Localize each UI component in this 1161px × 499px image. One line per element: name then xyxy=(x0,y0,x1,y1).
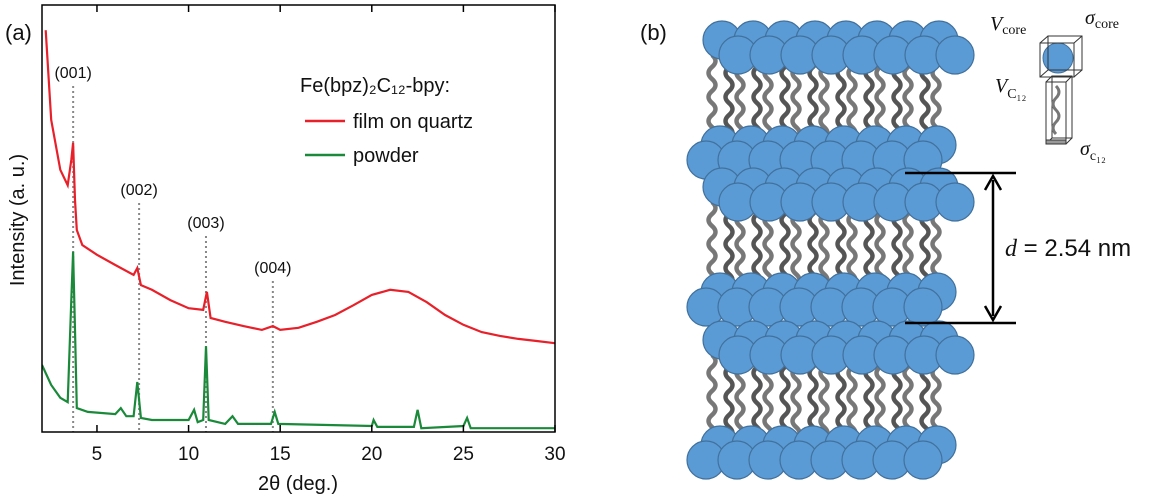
x-tick-label: 30 xyxy=(544,444,565,465)
core-disc xyxy=(903,287,943,327)
spacing-symbol: d xyxy=(1005,236,1018,262)
peak-label: (001) xyxy=(54,65,91,82)
peak-label: (002) xyxy=(120,182,157,199)
core-disc xyxy=(935,35,975,75)
x-tick-label: 15 xyxy=(270,444,291,465)
peak-label: (004) xyxy=(254,260,291,277)
symbol: σ xyxy=(1080,138,1091,160)
unit-cell-icon xyxy=(1039,35,1083,145)
spacing-bracket xyxy=(905,171,1016,325)
panel-label: (a) xyxy=(5,20,32,45)
svg-text:Vcore: Vcore xyxy=(990,13,1026,38)
plot-area xyxy=(42,30,555,432)
symbol: V xyxy=(995,75,1010,97)
svg-text:VC₁₂: VC₁₂ xyxy=(995,75,1026,102)
panel-label: (b) xyxy=(640,20,667,45)
svg-text:σcore: σcore xyxy=(1085,7,1119,32)
core-disc xyxy=(935,182,975,222)
legend-label: powder xyxy=(353,145,419,167)
svg-text:σc₁₂: σc₁₂ xyxy=(1080,138,1106,164)
legend-title: Fe(bpz)₂C₁₂-bpy: xyxy=(300,75,450,97)
symbol: σ xyxy=(1085,7,1096,29)
subscript: core xyxy=(1095,17,1119,32)
data-line xyxy=(42,251,555,430)
symbol: V xyxy=(990,13,1005,35)
x-tick-label: 25 xyxy=(453,444,474,465)
x-axis-label: 2θ (deg.) xyxy=(258,473,338,495)
subscript: C₁₂ xyxy=(1007,87,1026,102)
spacing-label: d = 2.54 nm xyxy=(1005,235,1131,262)
spacing-value: = 2.54 nm xyxy=(1017,235,1131,262)
plot-frame xyxy=(41,4,556,433)
core-disc xyxy=(935,335,975,375)
unit-labels: Vcore σcore VC₁₂ σc₁₂ xyxy=(990,7,1119,164)
y-axis-label: Intensity (a. u.) xyxy=(7,154,29,286)
core-disc xyxy=(903,440,943,480)
x-tick-label: 5 xyxy=(92,444,103,465)
legend-label: film on quartz xyxy=(353,111,473,133)
data-line xyxy=(44,30,555,345)
peak-label: (003) xyxy=(187,215,224,232)
subscript: c₁₂ xyxy=(1090,149,1106,164)
diagram xyxy=(686,20,975,480)
x-tick-label: 20 xyxy=(361,444,382,465)
x-tick-label: 10 xyxy=(178,444,199,465)
subscript: core xyxy=(1002,23,1026,38)
